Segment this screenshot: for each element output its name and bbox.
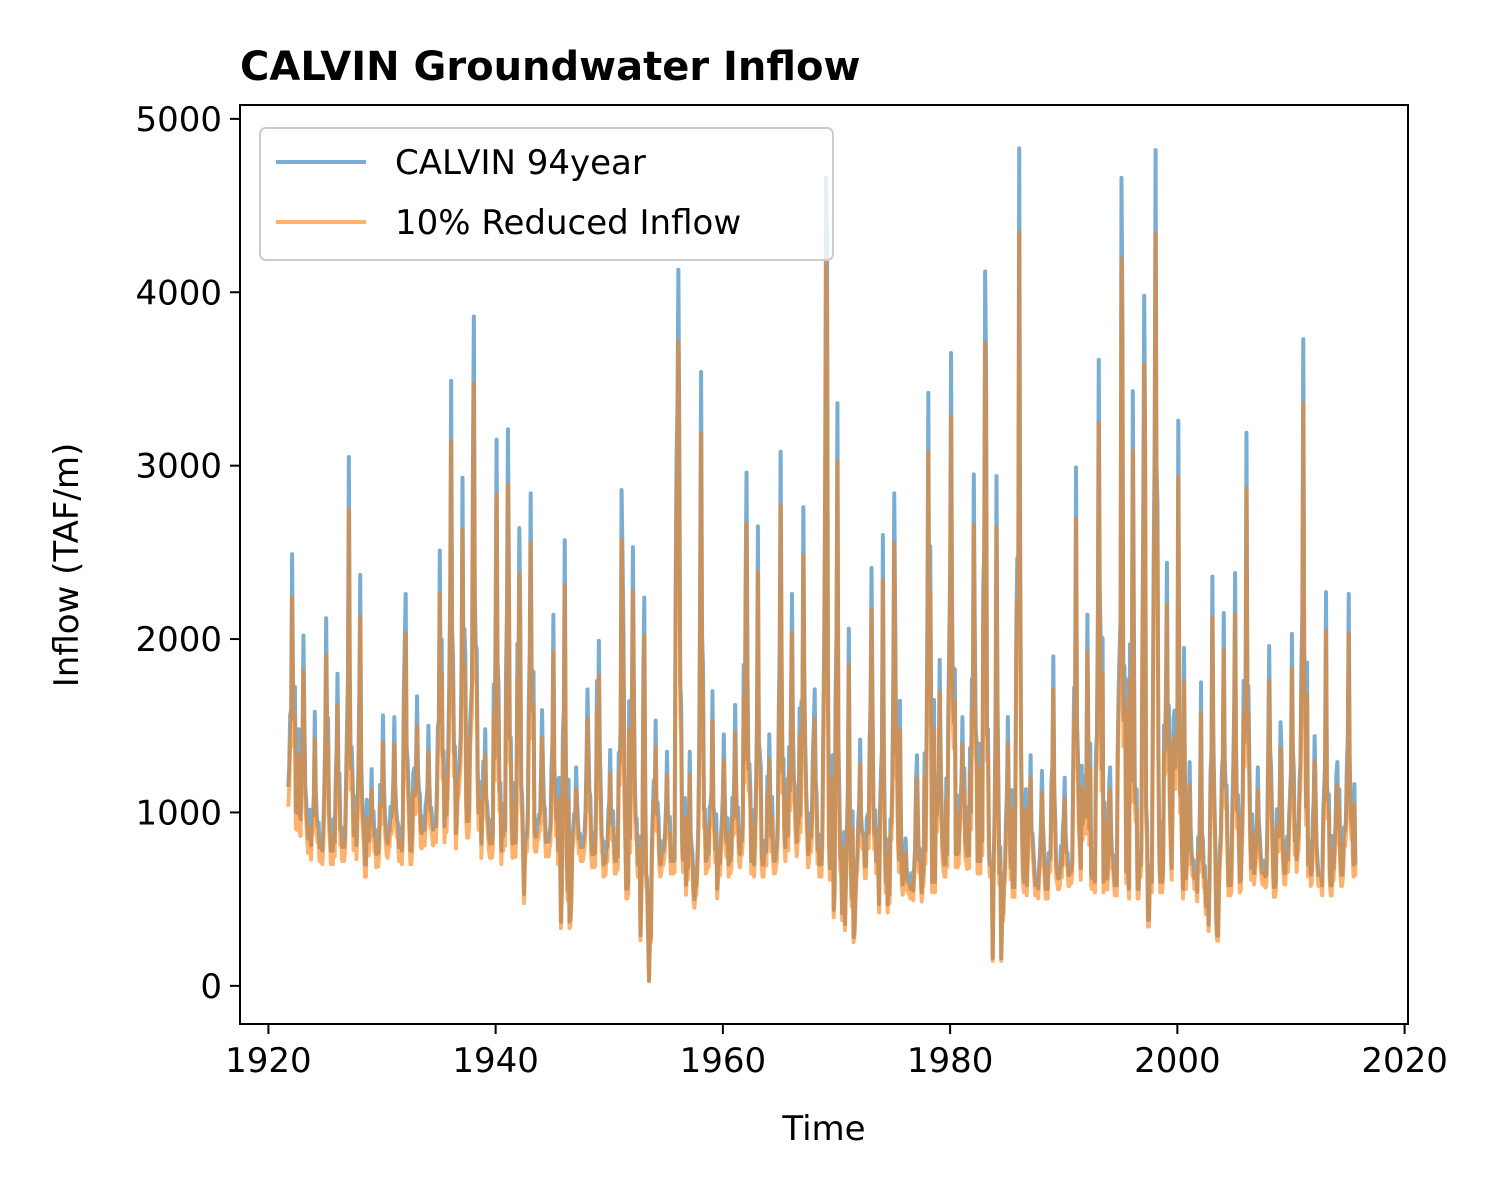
x-tick-label: 1940 — [452, 1041, 539, 1081]
plot-area — [286, 146, 1358, 984]
y-tick-label: 5000 — [135, 100, 222, 140]
series-line-2 — [286, 230, 1358, 984]
y-tick-label: 0 — [200, 967, 222, 1007]
legend-label-series-1: CALVIN 94year — [395, 143, 646, 183]
y-tick-label: 2000 — [135, 620, 222, 660]
x-tick-label: 1960 — [680, 1041, 767, 1081]
legend-box — [259, 127, 834, 261]
x-axis: 1920 1940 1960 1980 2000 2020 — [225, 1024, 1448, 1081]
y-tick-label: 3000 — [135, 447, 222, 487]
y-tick-label: 1000 — [135, 793, 222, 833]
x-axis-label: Time — [781, 1109, 865, 1149]
y-axis-label: Inflow (TAF/m) — [47, 443, 87, 687]
y-tick-label: 4000 — [135, 273, 222, 313]
plot-frame — [239, 104, 1409, 1025]
x-tick-label: 2000 — [1134, 1041, 1221, 1081]
y-axis: 0 1000 2000 3000 4000 5000 — [135, 100, 240, 1007]
series-layer — [286, 146, 1358, 984]
legend-label-series-2: 10% Reduced Inflow — [395, 203, 741, 243]
x-tick-label: 1980 — [907, 1041, 994, 1081]
x-tick-label: 2020 — [1361, 1041, 1448, 1081]
chart-title: CALVIN Groundwater Inflow — [240, 44, 860, 90]
legend: CALVIN 94year 10% Reduced Inflow — [259, 127, 834, 261]
x-tick-label: 1920 — [225, 1041, 312, 1081]
